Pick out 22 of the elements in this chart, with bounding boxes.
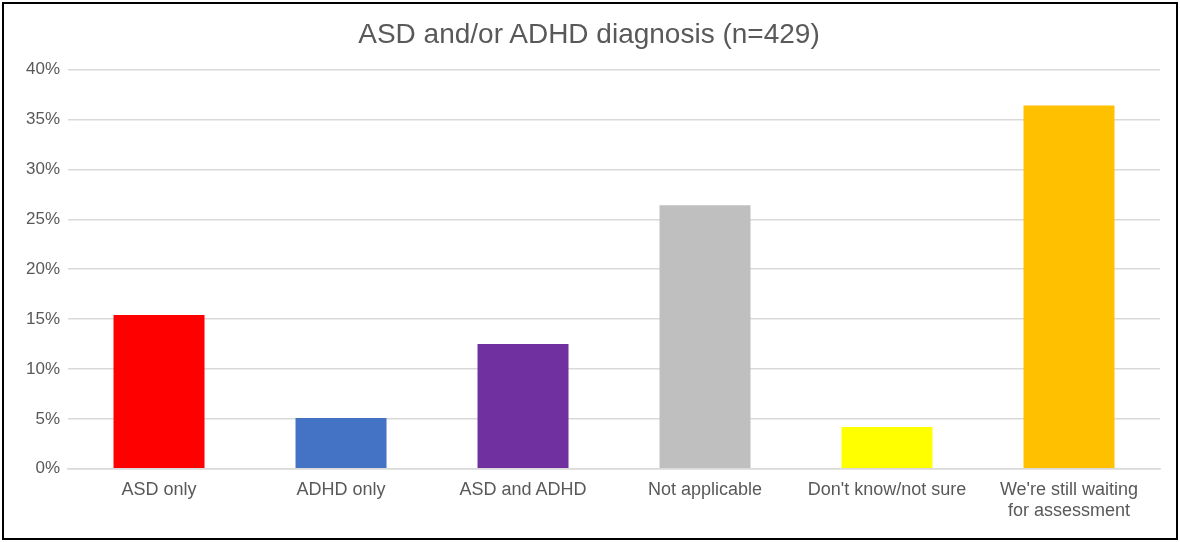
x-tick-label: ASD and ADHD [459, 478, 587, 499]
y-tick-label: 10% [25, 358, 61, 378]
y-tick-label: 25% [25, 208, 61, 228]
bar [1023, 105, 1115, 469]
x-tick-label: Don't know/not sure [807, 478, 967, 499]
x-tick-label: Not applicable [647, 478, 763, 499]
x-tick-label: We're still waiting for assessment [999, 478, 1139, 521]
y-tick-label: 35% [25, 109, 61, 129]
y-tick-label: 30% [25, 159, 61, 179]
y-tick-label: 20% [25, 258, 61, 278]
bar [659, 205, 751, 469]
bar [113, 315, 205, 469]
bar [841, 426, 933, 469]
y-tick-label: 15% [25, 308, 61, 328]
bar [295, 417, 387, 469]
bar [477, 344, 569, 469]
x-tick-label: ADHD only [296, 478, 386, 499]
y-tick-label: 5% [35, 408, 61, 428]
y-tick-label: 40% [25, 59, 61, 79]
y-tick-label: 0% [35, 458, 61, 478]
x-tick-label: ASD only [121, 478, 197, 499]
chart-title: ASD and/or ADHD diagnosis (n=429) [358, 17, 820, 49]
